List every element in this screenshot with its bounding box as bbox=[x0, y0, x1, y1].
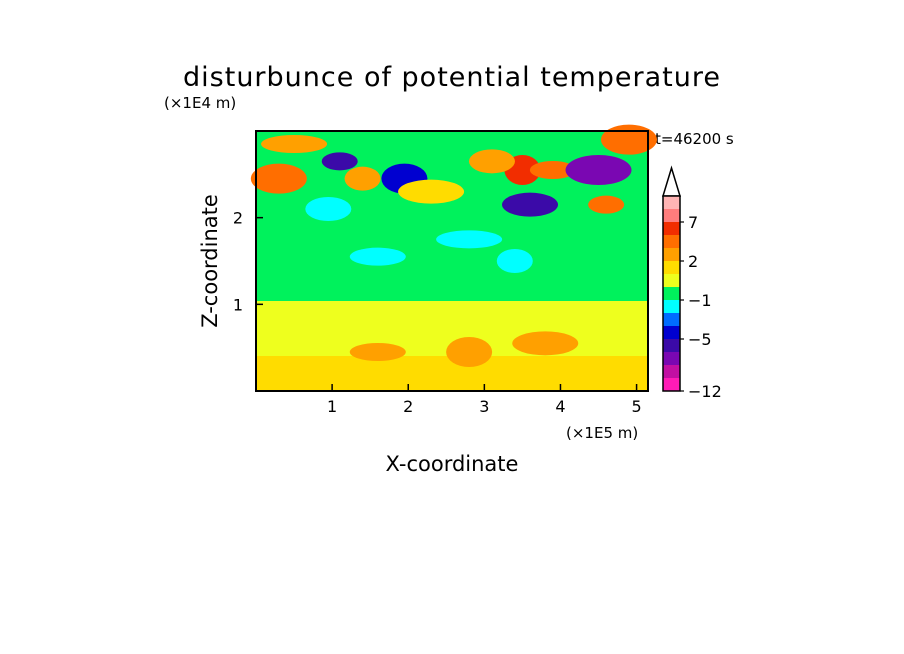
colorbar-swatch bbox=[663, 222, 680, 235]
y-axis-label: Z-coordinate bbox=[198, 194, 222, 328]
contour-feature bbox=[250, 163, 307, 194]
colorbar-swatch bbox=[663, 261, 680, 274]
x-tick-label: 3 bbox=[479, 397, 489, 416]
colorbar-swatch bbox=[663, 378, 680, 391]
colorbar-swatch bbox=[663, 352, 680, 365]
x-axis-label: X-coordinate bbox=[386, 452, 519, 476]
colorbar-swatch bbox=[663, 209, 680, 222]
y-tick-label: 2 bbox=[233, 209, 243, 228]
contour-plot bbox=[250, 124, 657, 392]
contour-feature bbox=[502, 192, 559, 217]
colorbar-border bbox=[662, 195, 681, 392]
contour-feature bbox=[496, 249, 533, 273]
colorbar-swatch bbox=[663, 196, 680, 209]
colorbar-swatch bbox=[663, 326, 680, 339]
contour-feature bbox=[349, 343, 406, 361]
contour-feature bbox=[398, 179, 465, 204]
contour-feature bbox=[305, 197, 352, 221]
contour-blobs bbox=[250, 124, 657, 367]
contour-feature bbox=[468, 149, 515, 174]
contour-feature bbox=[321, 152, 358, 171]
colorbar-swatch bbox=[663, 339, 680, 352]
contour-feature bbox=[565, 155, 632, 185]
y-axis-unit: (×1E4 m) bbox=[164, 94, 236, 112]
contour-feature bbox=[349, 247, 406, 266]
chart-title: disturbunce of potential temperature bbox=[183, 62, 721, 93]
x-axis-unit: (×1E5 m) bbox=[566, 424, 638, 442]
colorbar-tick-label: −1 bbox=[688, 291, 712, 310]
contour-feature bbox=[446, 337, 493, 367]
colorbar-swatch bbox=[663, 300, 680, 313]
colorbar-tick-label: 2 bbox=[688, 252, 698, 271]
colorbar-tick-label: −12 bbox=[688, 382, 722, 401]
contour-feature bbox=[344, 166, 381, 191]
contour-feature bbox=[529, 161, 576, 179]
contour-feature bbox=[588, 195, 625, 214]
colorbar-tick-label: 7 bbox=[688, 213, 698, 232]
x-tick-label: 4 bbox=[555, 397, 565, 416]
colorbar-tick-label: −5 bbox=[688, 330, 712, 349]
x-tick-label: 5 bbox=[631, 397, 641, 416]
contour-feature bbox=[512, 331, 579, 356]
x-tick-label: 1 bbox=[327, 397, 337, 416]
colorbar-swatch bbox=[663, 287, 680, 300]
time-label: t=46200 s bbox=[655, 130, 734, 148]
contour-feature bbox=[261, 135, 328, 153]
contour-feature bbox=[600, 124, 657, 155]
colorbar-swatch bbox=[663, 248, 680, 261]
colorbar-extend-arrow bbox=[661, 165, 682, 197]
colorbar-swatch bbox=[663, 313, 680, 326]
x-tick-label: 2 bbox=[403, 397, 413, 416]
y-axis-ticks: 12 bbox=[233, 209, 263, 314]
x-axis-ticks: 1 2 3 4 5 bbox=[327, 384, 642, 416]
colorbar-swatch bbox=[663, 365, 680, 378]
contour-feature bbox=[436, 230, 503, 249]
y-tick-label: 1 bbox=[233, 295, 243, 314]
colorbar: −12−5−127 bbox=[661, 165, 722, 401]
colorbar-swatch bbox=[663, 235, 680, 248]
colorbar-swatch bbox=[663, 274, 680, 287]
